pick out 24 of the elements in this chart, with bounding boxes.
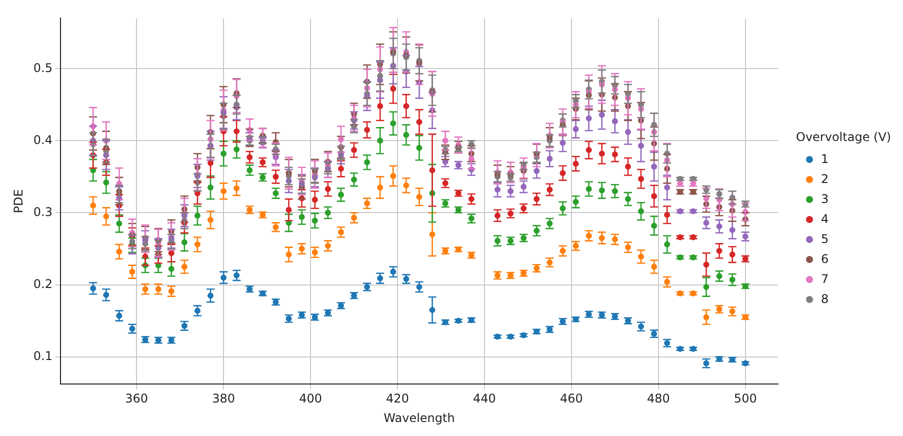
x-tick-label: 460	[560, 392, 583, 406]
x-axis-title: Wavelength	[384, 410, 455, 425]
x-tick-label: 420	[386, 392, 409, 406]
x-tick-label: 480	[646, 392, 670, 406]
legend-label: 6	[821, 252, 829, 266]
x-tick-label: 360	[125, 392, 148, 406]
x-tick-label: 500	[734, 392, 757, 406]
legend-label: 2	[821, 172, 829, 186]
x-tick-label: 440	[473, 392, 496, 406]
legend-label: 1	[821, 152, 829, 166]
y-tick-label: 0.2	[33, 276, 52, 291]
y-tick-label: 0.3	[33, 204, 52, 219]
legend-label: 8	[821, 292, 829, 306]
legend-label: 3	[821, 192, 829, 206]
y-tick-label: 0.5	[33, 60, 52, 75]
legend-label: 7	[821, 272, 829, 286]
y-axis-title: PDE	[11, 189, 26, 214]
y-tick-label: 0.1	[33, 348, 52, 363]
legend-title: Overvoltage (V)	[796, 130, 892, 144]
x-tick-label: 380	[212, 392, 236, 406]
y-tick-label: 0.4	[33, 132, 52, 147]
x-tick-label: 400	[299, 392, 322, 406]
legend-label: 5	[821, 232, 829, 246]
legend-label: 4	[821, 212, 829, 226]
